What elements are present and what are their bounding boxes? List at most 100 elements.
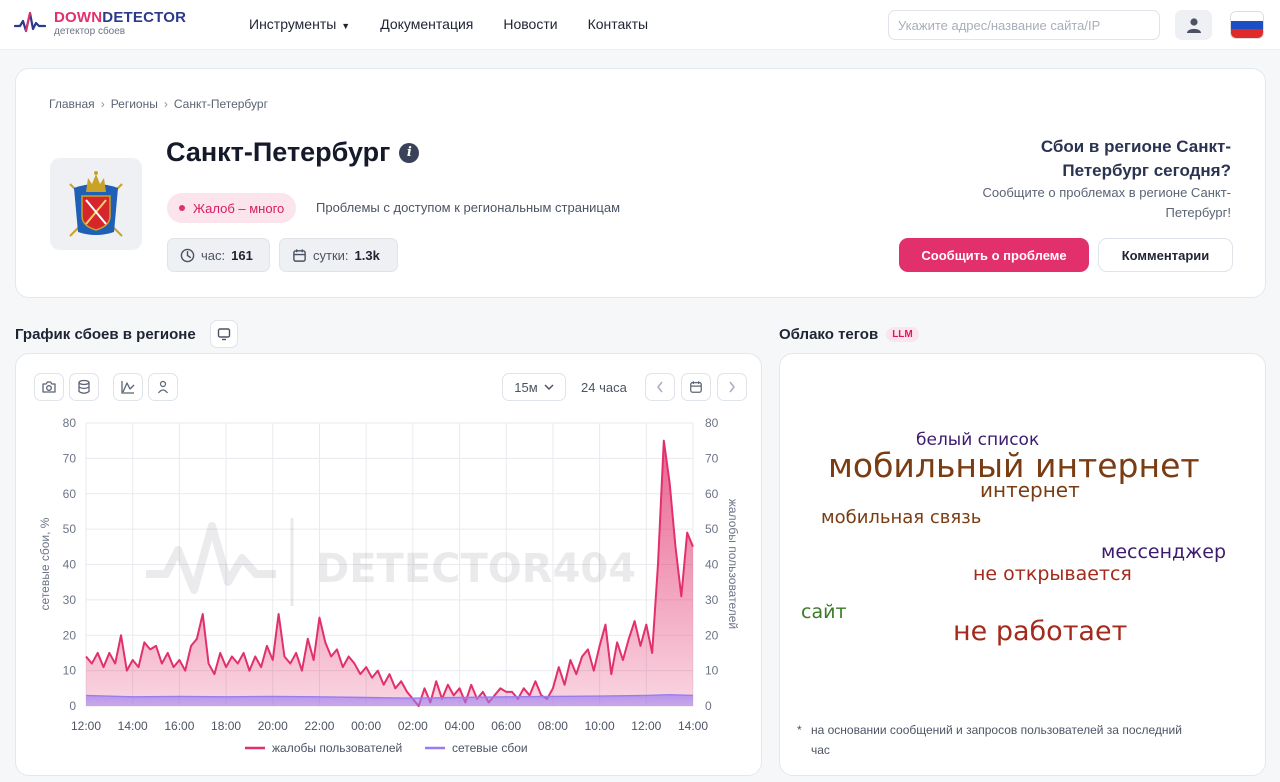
y-tick-label-right: 70 [705, 451, 719, 465]
tag-item[interactable]: сайт [801, 601, 847, 623]
person-icon [158, 380, 168, 394]
y-tick-label-left: 20 [63, 628, 77, 642]
series-area-1 [86, 694, 693, 706]
date-picker-button[interactable] [681, 373, 711, 401]
period-label: 24 часа [581, 380, 627, 395]
x-tick-label: 10:00 [585, 719, 615, 733]
pulse-logo-icon [14, 11, 46, 33]
watermark-text: DETECTOR404 [316, 546, 636, 592]
tag-item[interactable]: не работает [953, 616, 1128, 647]
y-axis-right-label: жалобы пользователей [726, 499, 740, 629]
series-line-1 [85, 693, 694, 699]
breadcrumb: Главная › Регионы › Санкт-Петербург [49, 97, 268, 111]
report-prompt-title: Сбои в регионе Санкт-Петербург сегодня? [1040, 137, 1231, 180]
breadcrumb-separator-icon: › [163, 97, 168, 111]
user-account-button[interactable] [1175, 10, 1212, 40]
outage-chart[interactable]: DETECTOR404 0 0 10 10 20 20 30 30 40 40 50 50 60 60 70… [16, 354, 763, 777]
tag-item[interactable]: мобильная связь [821, 507, 982, 528]
comments-button[interactable]: Комментарии [1098, 238, 1233, 272]
previous-period-button[interactable] [645, 373, 675, 401]
x-tick-label: 12:00 [631, 719, 661, 733]
x-tick-label: 08:00 [538, 719, 568, 733]
status-dot-icon [179, 205, 185, 211]
tag-item[interactable]: интернет [980, 478, 1080, 502]
breadcrumb-regions[interactable]: Регионы [110, 97, 158, 111]
region-card: Главная › Регионы › Санкт-Петербург Санк… [15, 68, 1266, 298]
x-tick-label: 06:00 [491, 719, 521, 733]
chevron-left-icon [657, 381, 663, 393]
report-problem-button[interactable]: Сообщить о проблеме [899, 238, 1089, 272]
x-tick-label: 12:00 [71, 719, 101, 733]
chevron-right-icon [729, 381, 735, 393]
chart-legend: жалобы пользователей сетевые сбои [245, 741, 528, 755]
y-tick-label-left: 30 [63, 593, 77, 607]
nav-item-news[interactable]: Новости [503, 16, 558, 32]
logo-title: DOWNDETECTOR [54, 8, 187, 26]
nav-item-docs[interactable]: Документация [380, 16, 474, 32]
series-line-0 [85, 439, 694, 707]
chart-axes: 0 0 10 10 20 20 30 30 40 40 50 50 60 60 70 70 80 80 12:00 1… [63, 416, 719, 733]
x-tick-label: 04:00 [445, 719, 475, 733]
tag-cloud-card: белый список мобильный интернет интернет… [779, 353, 1266, 776]
status-badge: Жалоб – много [167, 193, 297, 223]
camera-icon [42, 381, 56, 393]
report-prompt-subtitle: Сообщите о проблемах в регионе Санкт-Пет… [982, 185, 1232, 220]
y-tick-label-left: 80 [63, 416, 77, 430]
stat-day: сутки: 1.3k [279, 238, 398, 272]
page-title: Санкт-Петербург i [166, 137, 420, 168]
breadcrumb-current: Санкт-Петербург [173, 97, 268, 111]
chart-series [85, 439, 694, 707]
user-icon [1186, 18, 1201, 33]
chevron-down-icon [544, 383, 554, 390]
next-period-button[interactable] [717, 373, 747, 401]
data-export-button[interactable] [69, 373, 99, 401]
tag-item[interactable]: белый список [916, 430, 1040, 450]
y-tick-label-left: 50 [63, 522, 77, 536]
breadcrumb-separator-icon: › [100, 97, 105, 111]
x-tick-label: 18:00 [211, 719, 241, 733]
info-icon[interactable]: i [399, 142, 420, 163]
y-tick-label-left: 60 [63, 487, 77, 501]
y-tick-label-right: 0 [705, 699, 712, 713]
main-nav: Инструменты ▼ Документация Новости Контак… [249, 16, 648, 32]
language-flag-ru[interactable] [1230, 11, 1264, 39]
llm-badge: LLM [886, 327, 919, 342]
series-area-0 [86, 440, 693, 706]
status-description: Проблемы с доступом к региональным стран… [316, 200, 621, 215]
database-icon [78, 379, 90, 394]
tag-item[interactable]: мобильный интернет [828, 446, 1200, 485]
x-tick-label: 14:00 [118, 719, 148, 733]
tag-item[interactable]: мессенджер [1101, 541, 1227, 563]
stat-hour: час: 161 [167, 238, 270, 272]
interval-select[interactable]: 15м [502, 373, 566, 401]
user-reports-toggle-button[interactable] [148, 373, 178, 401]
clock-icon [180, 248, 195, 262]
y-tick-label-right: 30 [705, 593, 719, 607]
logo-subtitle: детектор сбоев [54, 25, 126, 37]
chart-area-toggle-button[interactable] [113, 373, 143, 401]
tags-section-title: Облако тегов LLM [779, 326, 919, 343]
screenshot-button[interactable] [34, 373, 64, 401]
nav-item-tools[interactable]: Инструменты ▼ [249, 16, 351, 32]
fullscreen-chart-button[interactable] [210, 320, 238, 348]
y-tick-label-left: 0 [69, 699, 76, 713]
coat-of-arms-icon [69, 171, 123, 237]
chart-section-title: График сбоев в регионе [15, 326, 196, 343]
chart-watermark: DETECTOR404 [146, 518, 636, 606]
y-tick-label-left: 70 [63, 451, 77, 465]
search-input[interactable] [888, 10, 1160, 40]
top-header: DOWNDETECTOR детектор сбоев Инструменты ▼… [0, 0, 1280, 50]
monitor-icon [217, 328, 231, 341]
caret-down-icon: ▼ [341, 21, 351, 31]
area-chart-icon [121, 381, 135, 394]
logo[interactable]: DOWNDETECTOR детектор сбоев [14, 9, 186, 37]
y-tick-label-right: 20 [705, 628, 719, 642]
breadcrumb-home[interactable]: Главная [49, 97, 95, 111]
x-tick-label: 22:00 [304, 719, 334, 733]
y-axis-left-label: сетевые сбои, % [38, 517, 52, 610]
nav-item-contacts[interactable]: Контакты [587, 16, 649, 32]
footnote-star: * [797, 723, 802, 737]
tag-item[interactable]: не открывается [973, 563, 1132, 585]
y-tick-label-left: 10 [63, 664, 77, 678]
chart-card: 15м 24 часа DETECTOR404 0 0 10 10 20 20 30 30 40… [15, 353, 762, 776]
